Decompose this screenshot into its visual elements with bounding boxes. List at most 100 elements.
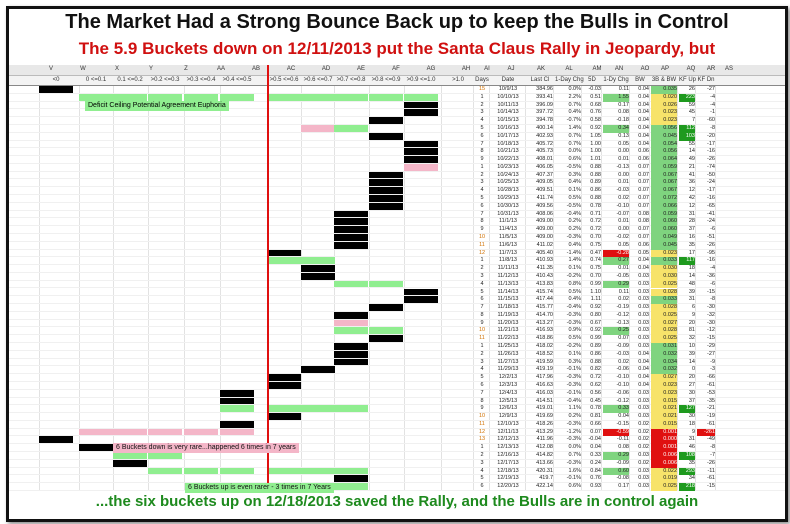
table-cell: 0.02 <box>638 459 649 466</box>
table-row[interactable]: 1 10/23/13 406.05 -0.5% 0.88 -0.13 0.07 0.059 21… <box>9 163 785 172</box>
table-cell: 0.02 <box>618 195 629 202</box>
column-letter[interactable]: AA <box>216 66 225 72</box>
table-row[interactable]: 6 10/17/13 402.93 0.7% 1.05 0.13 0.04 0.045 103 -… <box>9 132 785 141</box>
table-row[interactable]: 4 10/15/13 394.78 -0.7% 0.58 -0.18 0.04 0.023 7 -… <box>9 117 785 125</box>
table-row[interactable]: 4 11/29/13 419.19 -0.1% 0.82 -0.06 0.04 0.032 0 -… <box>9 366 785 375</box>
column-letter[interactable]: Y <box>148 66 153 72</box>
table-row[interactable]: 12 12/11/13 413.29 -1.2% 0.07 -0.59 0.02 0.001 9… <box>9 428 785 437</box>
column-letter[interactable]: AS <box>724 66 733 72</box>
table-cell: 419.01 <box>536 405 553 412</box>
table-row[interactable]: 10 11/21/13 416.93 0.9% 0.92 0.25 0.03 0.028 81 -… <box>9 327 785 336</box>
spreadsheet-grid: 15 10/9/13 384.96 0.0% -0.03 0.11 0.04 0.035 26-… <box>9 86 785 491</box>
column-letter[interactable]: AI <box>484 66 490 72</box>
table-row[interactable]: 8 11/19/13 414.70 -0.3% 0.80 -0.12 0.03 0.025 9 -… <box>9 311 785 320</box>
column-letter[interactable]: AM <box>592 66 602 72</box>
column-letter[interactable]: AE <box>356 66 365 72</box>
column-letter[interactable]: AF <box>392 66 400 72</box>
table-row[interactable]: 3 10/14/13 397.72 0.4% 0.76 0.08 0.04 0.023 45 -1 <box>9 109 785 118</box>
column-letter[interactable]: AR <box>706 66 716 72</box>
table-cell: 0.04 <box>590 444 601 451</box>
table-row[interactable]: 6 12/20/13 422.14 0.6% 0.93 0.17 0.03 0.025 218 -… <box>9 483 785 491</box>
table-row[interactable]: 8 12/5/13 414.51 -0.4% 0.45 -0.12 0.03 0.015 37 -… <box>9 397 785 406</box>
column-letter[interactable]: AD <box>321 66 331 72</box>
column-letter[interactable]: Z <box>184 66 188 72</box>
column-letter[interactable]: AC <box>286 66 296 72</box>
table-cell: 0.0% <box>568 86 581 92</box>
table-row[interactable]: 6 11/15/13 417.44 0.4% 1.11 0.02 0.03 0.033 31 -8 <box>9 296 785 305</box>
table-cell: -20 <box>707 132 715 139</box>
table-row[interactable]: 4 10/28/13 409.51 0.1% 0.86 -0.03 0.07 0.067 12 -… <box>9 187 785 196</box>
table-cell: 21 <box>688 163 695 170</box>
table-cell: -27 <box>707 86 715 92</box>
table-row[interactable]: 4 11/13/13 413.83 0.8% 0.99 0.29 0.03 0.025 48 -6 <box>9 280 785 289</box>
column-letter[interactable]: AQ <box>686 66 696 72</box>
column-letter[interactable]: V <box>48 66 53 72</box>
table-row[interactable]: 9 10/22/13 408.01 0.6% 1.01 0.01 0.06 0.064 49 -2… <box>9 156 785 164</box>
table-row[interactable]: 12 11/7/13 405.40 -1.4% 0.47 -0.28 0.05 0.023 17… <box>9 249 785 258</box>
table-row[interactable]: 5 12/2/13 417.96 -0.3% 0.72 -0.10 0.04 0.027 20 -… <box>9 374 785 382</box>
column-letter[interactable]: AO <box>640 66 650 72</box>
table-row[interactable]: 5 11/14/13 415.74 0.5% 1.10 0.11 0.03 0.028 39 -1… <box>9 288 785 297</box>
table-row[interactable]: 1 12/13/13 412.08 0.0% 0.04 0.08 0.02 0.001 46 -8 <box>9 444 785 453</box>
table-row[interactable]: 10 12/9/13 419.69 0.2% 0.81 0.04 0.03 0.021 30 -1… <box>9 413 785 421</box>
table-row[interactable]: 11 11/6/13 411.02 0.4% 0.75 0.05 0.06 0.045 35 -2… <box>9 241 785 250</box>
table-cell: 9 <box>480 405 484 412</box>
table-row[interactable]: 5 10/16/13 400.14 1.4% 0.92 0.34 0.04 0.056 112 -… <box>9 124 785 133</box>
table-row[interactable]: 2 11/26/13 418.52 0.1% 0.86 -0.03 0.04 0.032 39 -… <box>9 350 785 359</box>
grid-line <box>441 86 442 491</box>
table-row[interactable]: 7 10/18/13 405.72 0.7% 1.00 0.05 0.04 0.054 55 -1… <box>9 140 785 149</box>
table-row[interactable]: 2 11/11/13 411.35 0.1% 0.75 0.01 0.04 0.030 18 -4 <box>9 265 785 273</box>
table-row[interactable]: 3 12/17/13 413.66 -0.3% 0.24 -0.09 0.02 0.006 35… <box>9 459 785 468</box>
table-cell: -0.03 <box>616 350 629 357</box>
table-cell: -61 <box>707 381 715 388</box>
table-row[interactable]: 4 12/18/13 420.31 1.6% 0.84 0.60 0.03 0.022 293 -… <box>9 467 785 476</box>
table-row[interactable]: 5 10/29/13 411.74 0.5% 0.88 0.02 0.07 0.072 42 -1… <box>9 195 785 203</box>
table-row[interactable]: 3 11/12/13 410.43 -0.2% 0.70 -0.05 0.03 0.030 14… <box>9 272 785 281</box>
table-row[interactable]: 7 10/31/13 408.06 -0.4% 0.71 -0.07 0.08 0.059 31… <box>9 210 785 219</box>
column-letter[interactable]: AN <box>614 66 624 72</box>
column-letter[interactable]: AP <box>660 66 669 72</box>
table-row[interactable]: 6 12/3/13 416.63 -0.3% 0.62 -0.10 0.04 0.023 27 -… <box>9 381 785 390</box>
table-cell: 409.56 <box>536 202 553 209</box>
table-row[interactable]: 1 10/10/13 393.41 2.2% 0.51 1.55 0.04 0.020 223 -… <box>9 93 785 102</box>
table-row[interactable]: 1 11/25/13 418.02 -0.2% 0.89 -0.09 0.03 0.031 10… <box>9 343 785 351</box>
bucket-block-up <box>369 280 403 289</box>
column-letter[interactable]: AJ <box>507 66 515 72</box>
table-row[interactable]: 2 10/11/13 396.09 0.7% 0.68 0.17 0.04 0.026 59 -4 <box>9 101 785 110</box>
column-letter[interactable]: AB <box>251 66 260 72</box>
table-cell: -1 <box>710 109 715 116</box>
table-row[interactable]: 15 10/9/13 384.96 0.0% -0.03 0.11 0.04 0.035 26 -… <box>9 86 785 94</box>
table-row[interactable]: 9 12/6/13 419.01 1.1% 0.78 0.33 0.03 0.021 127 -2… <box>9 405 785 414</box>
table-cell: 0.054 <box>651 140 677 149</box>
table-cell: 0.7% <box>568 140 581 147</box>
table-row[interactable]: 10 11/5/13 409.00 -0.3% 0.70 -0.02 0.07 0.049 16… <box>9 233 785 242</box>
table-row[interactable]: 1 11/8/13 410.93 1.4% 0.74 0.27 0.04 0.033 117 -1… <box>9 257 785 266</box>
column-letter[interactable]: X <box>114 66 119 72</box>
table-cell: 0.68 <box>590 101 601 108</box>
column-letter[interactable]: AK <box>536 66 545 72</box>
table-cell: 417.44 <box>536 296 553 303</box>
table-row[interactable]: 3 11/27/13 419.59 0.3% 0.88 0.02 0.04 0.034 14 -9 <box>9 358 785 367</box>
table-row[interactable]: 8 10/21/13 405.73 0.0% 1.00 0.00 0.06 0.056 14 -1… <box>9 148 785 157</box>
table-row[interactable]: 5 12/19/13 419.7 -0.1% 0.76 -0.08 0.03 0.019 34 -… <box>9 475 785 484</box>
table-cell: 416.03 <box>536 389 553 396</box>
table-row[interactable]: 9 11/4/13 409.00 0.2% 0.72 0.00 0.07 0.060 37 -6 <box>9 226 785 234</box>
table-cell: 0.03 <box>638 397 649 404</box>
table-row[interactable]: 8 11/1/13 409.00 0.2% 0.72 0.01 0.08 0.060 28 -24 <box>9 218 785 227</box>
table-row[interactable]: 11 11/22/13 418.86 0.5% 0.99 0.07 0.03 0.025 32 -… <box>9 335 785 343</box>
column-letter[interactable]: AG <box>426 66 436 72</box>
table-row[interactable]: 11 12/10/13 418.26 -0.3% 0.66 -0.15 0.02 0.015 1… <box>9 420 785 429</box>
table-row[interactable]: 9 11/20/13 413.27 -0.3% 0.67 -0.13 0.03 0.027 20… <box>9 319 785 328</box>
table-row[interactable]: 2 12/16/13 414.82 0.7% 0.33 0.29 0.03 0.006 108 -… <box>9 452 785 460</box>
table-cell: 0.76 <box>590 109 601 116</box>
table-cell: 0.07 <box>638 202 649 209</box>
table-row[interactable]: 2 10/24/13 407.37 0.3% 0.88 0.00 0.07 0.067 41 -5… <box>9 171 785 180</box>
table-row[interactable]: 7 11/18/13 415.77 -0.4% 0.92 -0.19 0.03 0.028 6 -… <box>9 304 785 312</box>
column-letter[interactable]: W <box>80 66 86 72</box>
column-letter[interactable]: AH <box>461 66 471 72</box>
column-letter[interactable]: AL <box>565 66 573 72</box>
table-row[interactable]: 7 12/4/13 416.03 -0.1% 0.56 -0.06 0.03 0.023 30 -… <box>9 389 785 398</box>
table-row[interactable]: 3 10/25/13 409.05 0.4% 0.89 0.01 0.07 0.067 36 -2… <box>9 179 785 188</box>
table-row[interactable]: 6 10/30/13 409.56 -0.5% 0.78 -0.10 0.07 0.066 12… <box>9 202 785 211</box>
table-row[interactable]: 13 12/12/13 411.96 -0.3% -0.04 -0.11 0.02 0.000… <box>9 436 785 445</box>
